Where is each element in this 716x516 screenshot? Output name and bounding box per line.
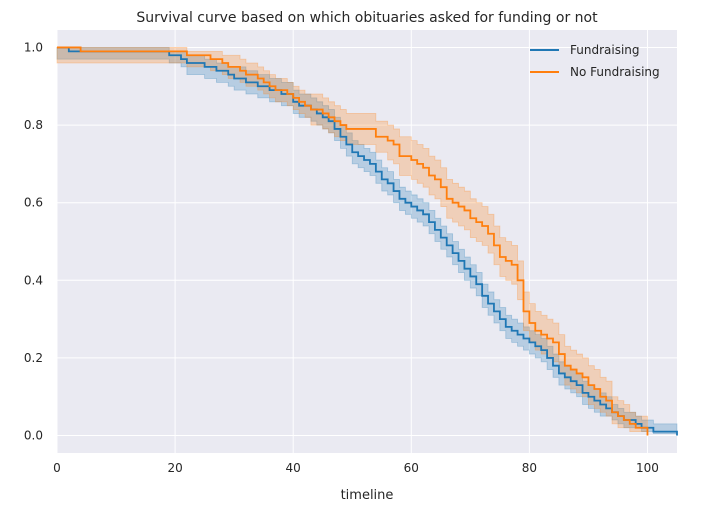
- x-tick-label: 40: [286, 461, 301, 475]
- x-axis-label: timeline: [341, 488, 394, 503]
- legend-label: No Fundraising: [570, 65, 660, 79]
- y-tick-label: 0.2: [24, 351, 43, 365]
- x-tick-label: 80: [522, 461, 537, 475]
- x-tick-label: 20: [167, 461, 182, 475]
- y-tick-label: 0.6: [24, 196, 43, 210]
- legend: Fundraising No Fundraising: [530, 43, 660, 79]
- tick-labels: 0 20 40 60 80 100 0.0 0.2 0.4 0.6 0.8 1.0: [24, 40, 659, 475]
- x-tick-label: 100: [636, 461, 659, 475]
- legend-label: Fundraising: [570, 43, 640, 57]
- x-tick-label: 60: [404, 461, 419, 475]
- y-tick-label: 0.4: [24, 273, 43, 287]
- x-tick-label: 0: [53, 461, 61, 475]
- y-tick-label: 0.0: [24, 429, 43, 443]
- gridlines: [56, 30, 677, 453]
- ci-band-fundraising: [56, 47, 678, 436]
- y-tick-label: 0.8: [24, 118, 43, 132]
- chart-title: Survival curve based on which obituaries…: [136, 10, 598, 26]
- survival-lines: [57, 46, 678, 436]
- plot-area: [57, 30, 677, 453]
- y-tick-label: 1.0: [24, 40, 43, 54]
- survival-line-no-fundraising: [57, 46, 649, 436]
